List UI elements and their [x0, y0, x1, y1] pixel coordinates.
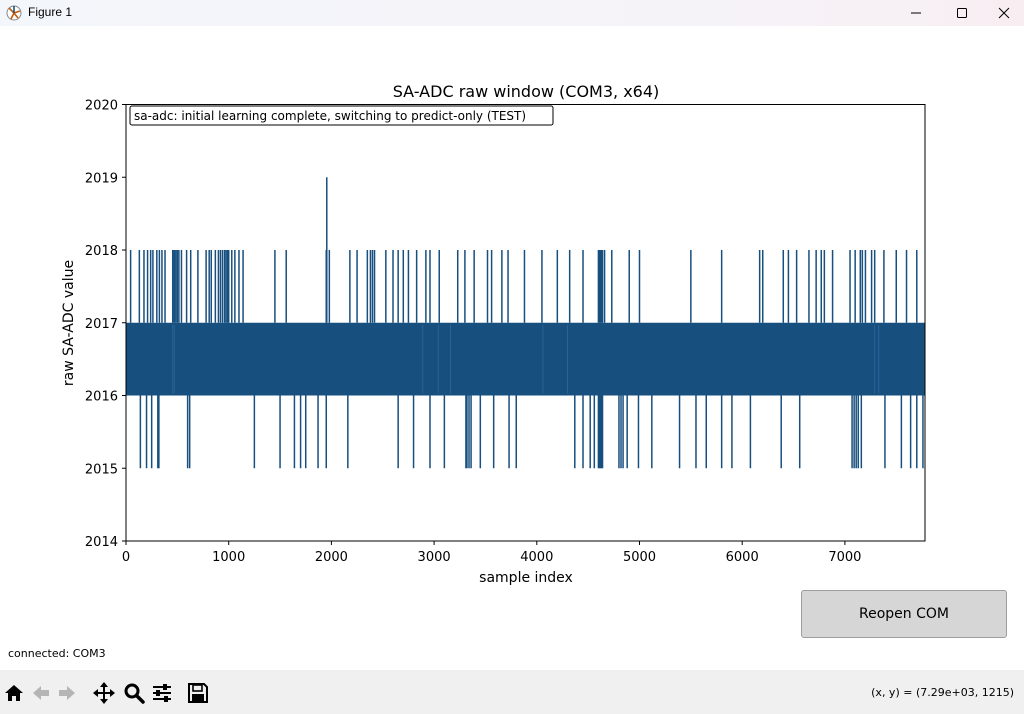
x-tick-label: 6000	[726, 550, 759, 565]
figure-canvas[interactable]: SA-ADC raw window (COM3, x64) 0 1000 2000 3…	[0, 26, 1024, 670]
y-tick-label: 2017	[85, 317, 118, 332]
y-tick-label: 2018	[85, 244, 118, 259]
annotation-text: sa-adc: initial learning complete, switc…	[134, 109, 526, 123]
zoom-icon	[124, 683, 145, 704]
x-tick-label: 0	[122, 550, 130, 565]
x-axis-label: sample index	[479, 570, 573, 586]
forward-button[interactable]	[54, 681, 80, 705]
close-icon	[998, 7, 1010, 19]
home-icon	[5, 685, 23, 701]
y-tick-label: 2015	[85, 462, 118, 477]
x-tick-label: 1000	[212, 550, 245, 565]
navigation-toolbar	[0, 670, 1024, 714]
connection-status: connected: COM3	[8, 647, 106, 660]
back-arrow-icon	[33, 686, 49, 700]
minimize-icon	[911, 12, 921, 14]
y-axis-label: raw SA-ADC value	[61, 260, 77, 386]
home-button[interactable]	[1, 681, 27, 705]
x-tick-label: 7000	[828, 550, 861, 565]
configure-subplots-icon	[153, 684, 171, 702]
chart-title: SA-ADC raw window (COM3, x64)	[393, 82, 660, 101]
pan-icon	[93, 682, 115, 704]
y-tick-label: 2019	[85, 171, 118, 186]
data-band	[126, 322, 925, 396]
maximize-icon	[957, 8, 967, 18]
back-button[interactable]	[28, 681, 54, 705]
save-icon	[188, 683, 208, 703]
reopen-com-button[interactable]: Reopen COM	[801, 590, 1007, 638]
window-title-bar: Figure 1	[0, 0, 1024, 26]
y-tick-label: 2014	[85, 535, 118, 550]
x-tick-label: 4000	[520, 550, 553, 565]
save-button[interactable]	[185, 681, 211, 705]
maximize-button[interactable]	[939, 0, 985, 26]
forward-arrow-icon	[59, 686, 75, 700]
matplotlib-icon	[6, 5, 22, 21]
x-tick-label: 5000	[623, 550, 656, 565]
window-title: Figure 1	[28, 5, 73, 19]
minimize-button[interactable]	[893, 0, 939, 26]
x-tick-label: 3000	[418, 550, 451, 565]
x-axis: 0 1000 2000 3000 4000 5000 6000 7000	[122, 541, 861, 565]
annotation-box	[129, 105, 554, 126]
y-tick-label: 2016	[85, 390, 118, 405]
cursor-coordinates: (x, y) = (7.29e+03, 1215)	[871, 686, 1014, 699]
configure-subplots-button[interactable]	[149, 681, 175, 705]
zoom-button[interactable]	[121, 681, 147, 705]
close-button[interactable]	[981, 0, 1024, 26]
pan-button[interactable]	[91, 681, 117, 705]
plot-data	[126, 177, 925, 469]
x-tick-label: 2000	[315, 550, 348, 565]
y-axis: 2014 2015 2016 2017 2018 2019 2020	[85, 99, 126, 550]
line-chart: SA-ADC raw window (COM3, x64) 0 1000 2000 3…	[61, 82, 926, 586]
y-tick-label: 2020	[85, 99, 118, 114]
